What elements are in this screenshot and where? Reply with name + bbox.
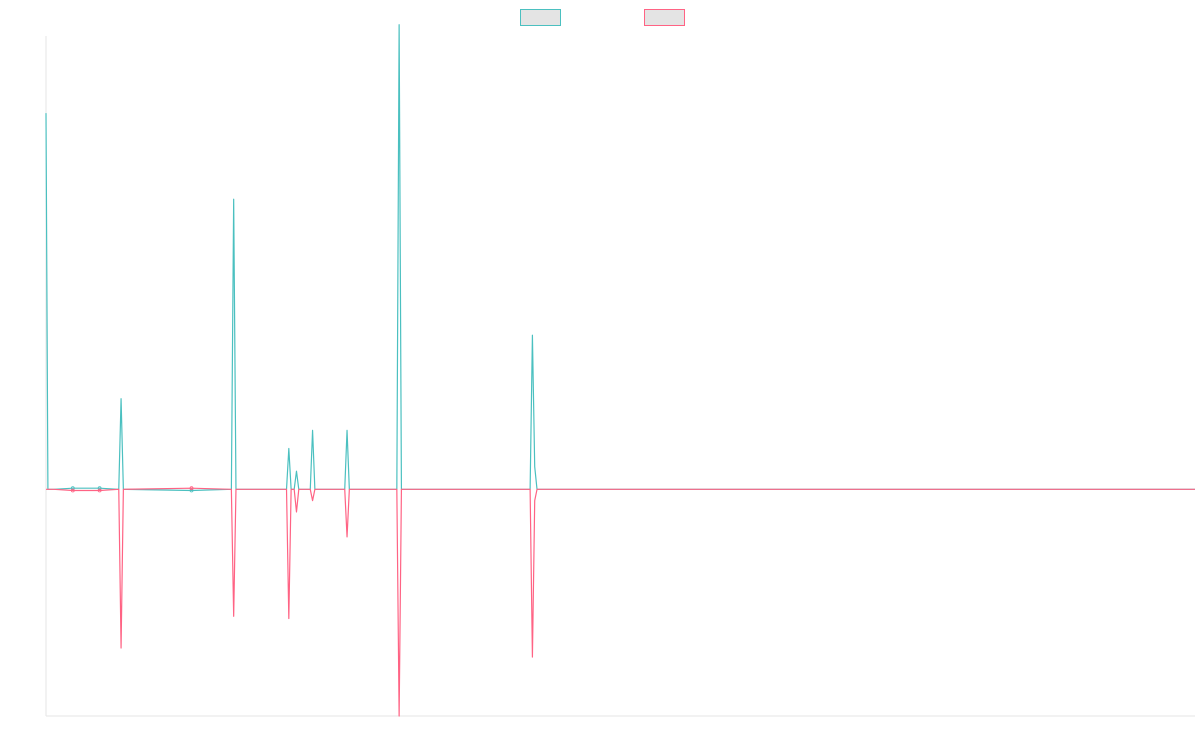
legend-swatch-1[interactable] <box>520 9 561 26</box>
series-line-1 <box>45 24 1195 492</box>
axes <box>45 36 1195 717</box>
legend-swatch-2[interactable] <box>644 9 685 26</box>
series-layer <box>45 24 1195 717</box>
data-point <box>189 488 194 493</box>
legend[interactable] <box>520 9 685 26</box>
series-line-2 <box>46 487 1195 717</box>
data-point <box>70 488 75 493</box>
data-point <box>189 486 194 491</box>
data-point <box>70 486 75 491</box>
data-point <box>97 486 102 491</box>
data-point <box>97 488 102 493</box>
